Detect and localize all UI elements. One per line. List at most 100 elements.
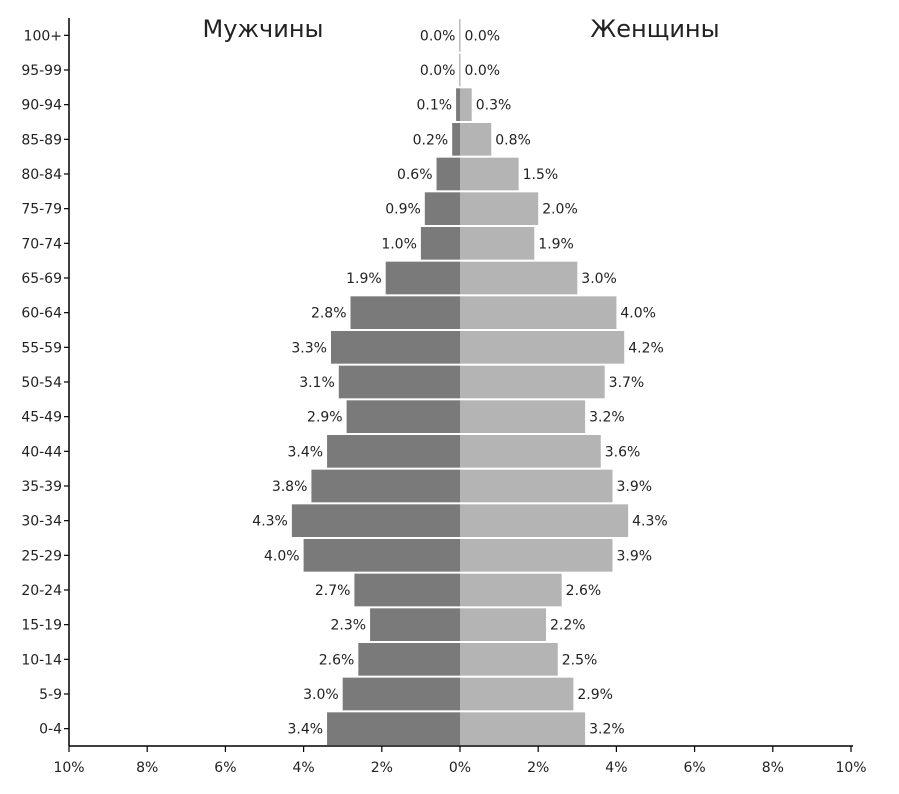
bar-male-95-99 [459, 53, 460, 87]
category-label-80-84: 80-84 [21, 167, 62, 183]
value-label-male-85-89: 0.2% [413, 132, 449, 148]
category-label-30-34: 30-34 [21, 514, 62, 530]
series-title-male: Мужчины [203, 15, 324, 43]
x-tick-label-8: 8% [762, 760, 784, 776]
bar-male-50-54 [338, 365, 460, 399]
category-label-55-59: 55-59 [21, 340, 62, 356]
bar-male-5-9 [342, 677, 460, 711]
bar-male-75-79 [424, 192, 460, 225]
x-tick-label--2: 2% [371, 760, 393, 776]
bar-male-60-64 [350, 296, 460, 329]
bar-male-55-59 [330, 331, 460, 364]
bar-male-40-44 [327, 435, 460, 468]
category-label-65-69: 65-69 [21, 271, 62, 287]
value-label-male-40-44: 3.4% [287, 444, 323, 460]
bar-male-80-84 [436, 157, 460, 191]
bar-male-10-14 [358, 643, 460, 676]
bar-female-80-84 [460, 157, 519, 191]
bar-female-20-24 [460, 573, 562, 607]
bar-male-65-69 [385, 261, 460, 295]
category-label-85-89: 85-89 [21, 132, 62, 148]
x-tick-label-4: 4% [605, 760, 627, 776]
x-tick-label--6: 6% [214, 760, 236, 776]
value-label-female-95-99: 0.0% [465, 63, 501, 79]
category-label-50-54: 50-54 [21, 375, 62, 391]
value-label-female-35-39: 3.9% [616, 479, 652, 495]
value-label-male-45-49: 2.9% [307, 410, 343, 426]
category-label-0-4: 0-4 [39, 722, 62, 738]
category-label-15-19: 15-19 [21, 618, 62, 634]
value-label-female-90-94: 0.3% [476, 98, 512, 114]
bar-female-15-19 [460, 608, 547, 641]
value-label-male-0-4: 3.4% [287, 722, 323, 738]
bar-female-65-69 [460, 261, 578, 295]
category-label-40-44: 40-44 [21, 444, 62, 460]
bar-female-30-34 [460, 504, 629, 537]
value-label-female-0-4: 3.2% [589, 722, 625, 738]
bar-female-70-74 [460, 227, 535, 260]
bar-male-15-19 [370, 608, 460, 641]
value-label-male-60-64: 2.8% [311, 306, 347, 322]
category-label-5-9: 5-9 [39, 687, 62, 703]
category-label-70-74: 70-74 [21, 236, 62, 252]
x-tick-label--8: 8% [136, 760, 158, 776]
value-label-female-45-49: 3.2% [589, 410, 625, 426]
value-label-female-55-59: 4.2% [628, 340, 664, 356]
x-tick-label--10: 10% [53, 760, 84, 776]
x-tick-label-0: 0% [449, 760, 471, 776]
value-label-male-20-24: 2.7% [315, 583, 351, 599]
value-label-female-65-69: 3.0% [581, 271, 617, 287]
value-label-female-50-54: 3.7% [609, 375, 645, 391]
bar-male-100+ [459, 19, 460, 52]
value-label-male-100+: 0.0% [420, 28, 456, 44]
value-label-female-100+: 0.0% [465, 28, 501, 44]
value-label-female-25-29: 3.9% [616, 548, 652, 564]
value-label-female-10-14: 2.5% [562, 652, 598, 668]
value-label-female-85-89: 0.8% [495, 132, 531, 148]
category-label-35-39: 35-39 [21, 479, 62, 495]
bar-female-55-59 [460, 331, 625, 364]
x-tick-label-2: 2% [527, 760, 549, 776]
bar-female-60-64 [460, 296, 617, 329]
bar-female-0-4 [460, 712, 586, 745]
value-label-male-5-9: 3.0% [303, 687, 339, 703]
bar-male-25-29 [303, 539, 460, 572]
value-label-male-55-59: 3.3% [291, 340, 327, 356]
x-tick-label-10: 10% [835, 760, 866, 776]
bar-female-50-54 [460, 365, 605, 399]
value-label-female-75-79: 2.0% [542, 202, 578, 218]
bar-female-25-29 [460, 539, 613, 572]
value-label-male-50-54: 3.1% [299, 375, 335, 391]
value-label-female-70-74: 1.9% [538, 236, 574, 252]
value-label-female-5-9: 2.9% [577, 687, 613, 703]
value-label-female-80-84: 1.5% [523, 167, 559, 183]
bar-male-90-94 [456, 88, 460, 121]
bar-female-100+ [460, 19, 461, 52]
bar-male-30-34 [291, 504, 460, 537]
value-label-male-15-19: 2.3% [330, 618, 366, 634]
bar-male-45-49 [346, 400, 460, 433]
bar-female-40-44 [460, 435, 601, 468]
bar-female-5-9 [460, 677, 574, 711]
value-label-female-20-24: 2.6% [566, 583, 602, 599]
category-label-75-79: 75-79 [21, 202, 62, 218]
value-label-male-30-34: 4.3% [252, 514, 288, 530]
category-label-100+: 100+ [24, 28, 62, 44]
category-label-25-29: 25-29 [21, 548, 62, 564]
bar-male-35-39 [311, 469, 460, 503]
value-label-male-65-69: 1.9% [346, 271, 382, 287]
value-label-male-25-29: 4.0% [264, 548, 300, 564]
category-label-90-94: 90-94 [21, 98, 62, 114]
value-label-female-60-64: 4.0% [620, 306, 656, 322]
x-tick-label-6: 6% [683, 760, 705, 776]
category-label-20-24: 20-24 [21, 583, 62, 599]
value-label-male-80-84: 0.6% [397, 167, 433, 183]
value-label-male-70-74: 1.0% [381, 236, 417, 252]
value-label-female-30-34: 4.3% [632, 514, 668, 530]
x-tick-label--4: 4% [292, 760, 314, 776]
bar-male-85-89 [452, 123, 460, 156]
bar-female-90-94 [460, 88, 472, 121]
bar-male-20-24 [354, 573, 460, 607]
value-label-female-40-44: 3.6% [605, 444, 641, 460]
